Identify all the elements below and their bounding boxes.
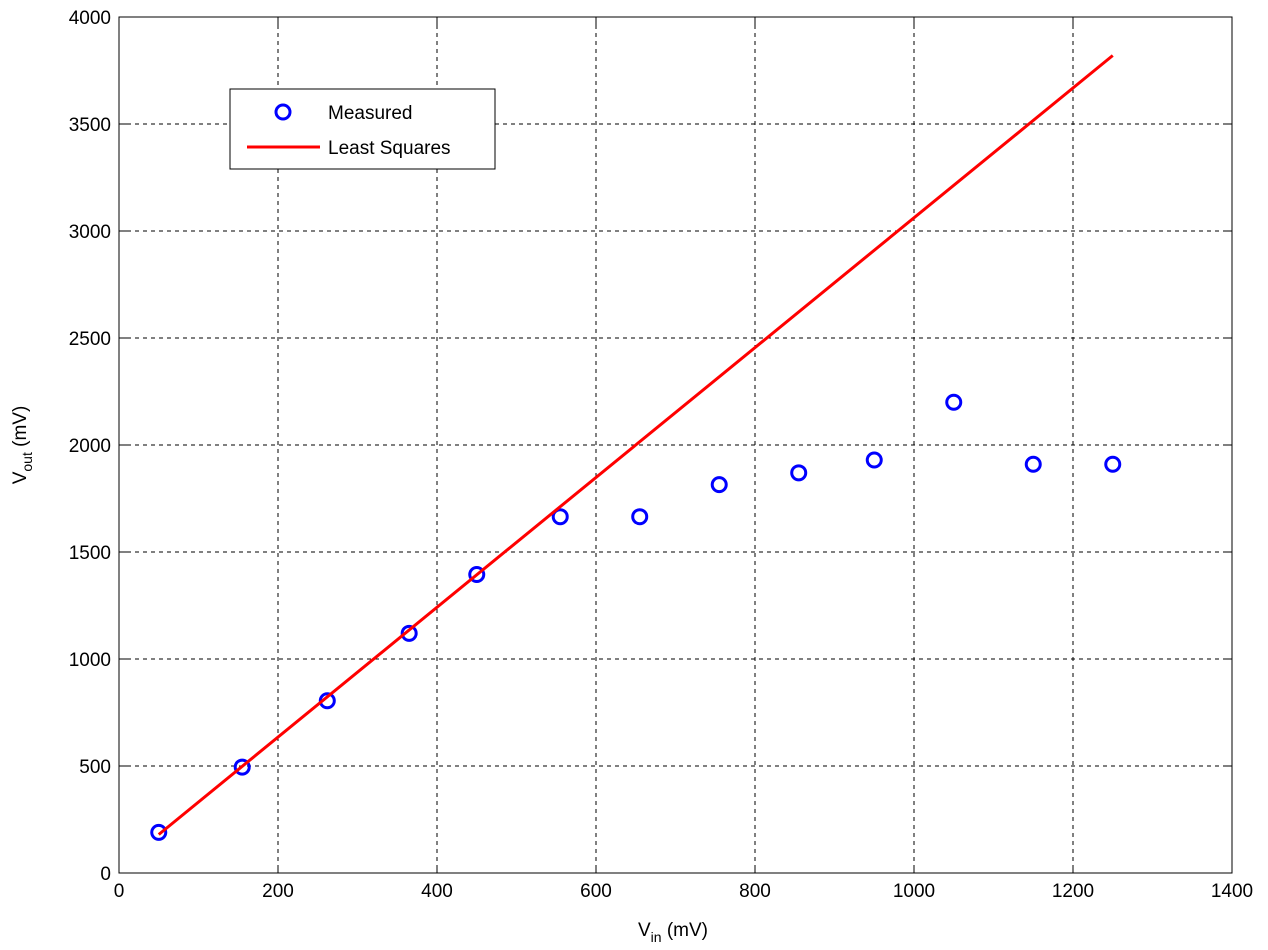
measured-point <box>400 624 418 642</box>
y-axis-label-unit: (mV) <box>10 406 31 452</box>
measured-point <box>790 464 808 482</box>
legend-box <box>229 88 496 170</box>
least-squares-line <box>157 54 1114 836</box>
measured-point <box>945 393 963 411</box>
x-axis-label-unit: (mV) <box>662 920 708 941</box>
legend-marker-measured <box>274 103 292 121</box>
y-tick-labels: 0 500 1000 1500 2000 2500 3000 3500 4000 <box>69 8 111 885</box>
measured-point <box>1024 455 1042 473</box>
x-tick-label: 1000 <box>893 881 935 902</box>
x-tick-label: 0 <box>114 881 125 902</box>
y-axis-label-sub: out <box>19 452 35 472</box>
x-tick-label: 1200 <box>1052 881 1094 902</box>
x-tick-labels: 0 200 400 600 800 1000 1200 1400 <box>114 881 1253 902</box>
y-tick-label: 2500 <box>69 329 111 350</box>
y-tick-label: 3000 <box>69 222 111 243</box>
measured-point <box>551 508 569 526</box>
y-tick-label: 4000 <box>69 8 111 29</box>
measured-point <box>710 476 728 494</box>
y-tick-label: 3500 <box>69 115 111 136</box>
legend-label-measured: Measured <box>328 103 413 124</box>
y-tick-label: 1500 <box>69 543 111 564</box>
plot-series <box>150 54 1122 841</box>
y-tick-label: 2000 <box>69 436 111 457</box>
measured-point <box>468 565 486 583</box>
x-tick-label: 600 <box>580 881 612 902</box>
legend-label-least-squares: Least Squares <box>328 138 451 159</box>
x-tick-label: 200 <box>262 881 294 902</box>
measured-point <box>150 823 168 841</box>
y-tick-label: 0 <box>100 864 111 885</box>
y-tick-label: 500 <box>79 757 111 778</box>
x-axis-label: Vin (mV) <box>638 920 708 945</box>
measured-point <box>233 758 251 776</box>
x-tick-label: 1400 <box>1211 881 1253 902</box>
measured-point <box>631 508 649 526</box>
x-tick-label: 400 <box>421 881 453 902</box>
axis-ticks <box>118 16 1233 874</box>
y-tick-label: 1000 <box>69 650 111 671</box>
measured-point <box>1104 455 1122 473</box>
y-axis-label: Vout (mV) <box>10 406 35 485</box>
x-tick-label: 800 <box>739 881 771 902</box>
x-axis-label-sub: in <box>651 929 662 945</box>
legend: Measured Least Squares <box>229 88 496 170</box>
measured-point <box>865 451 883 469</box>
x-axis-label-main: V <box>638 920 651 941</box>
y-axis-label-main: V <box>10 471 31 484</box>
